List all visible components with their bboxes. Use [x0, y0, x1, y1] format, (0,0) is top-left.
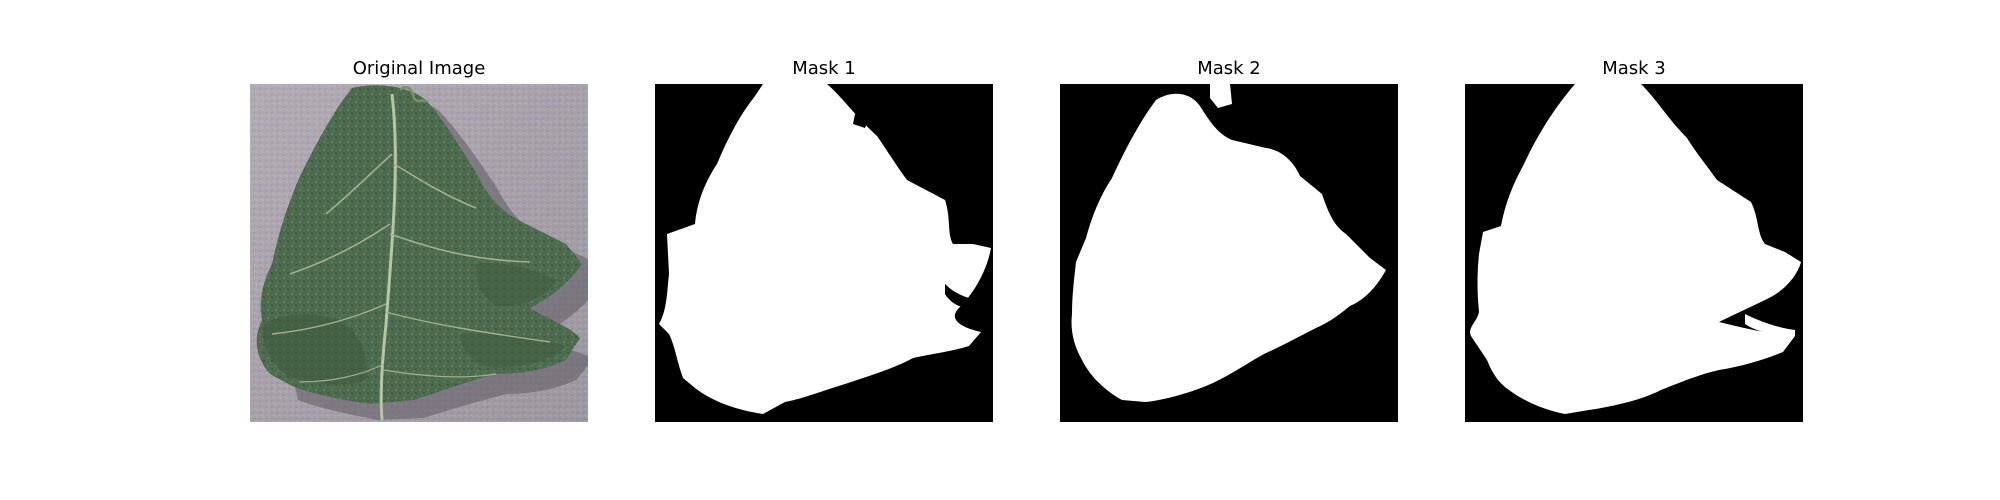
mask-1-region: [659, 84, 991, 414]
mask-1-panel: [655, 84, 993, 422]
panel-title-mask-3: Mask 3: [1602, 58, 1666, 79]
leaf-photo: [250, 84, 588, 422]
mask-3-panel: [1465, 84, 1803, 422]
panel-title-mask-2: Mask 2: [1197, 58, 1261, 79]
panel-title-mask-1: Mask 1: [792, 58, 856, 79]
panel-title-original: Original Image: [352, 58, 486, 79]
mask-3-image: [1465, 84, 1803, 422]
original-image-panel: [250, 84, 588, 422]
mask-2-region: [1071, 93, 1386, 402]
mask-3-region: [1470, 84, 1801, 414]
mask-2-image: [1060, 84, 1398, 422]
mask-2-panel: [1060, 84, 1398, 422]
mask-1-image: [655, 84, 993, 422]
